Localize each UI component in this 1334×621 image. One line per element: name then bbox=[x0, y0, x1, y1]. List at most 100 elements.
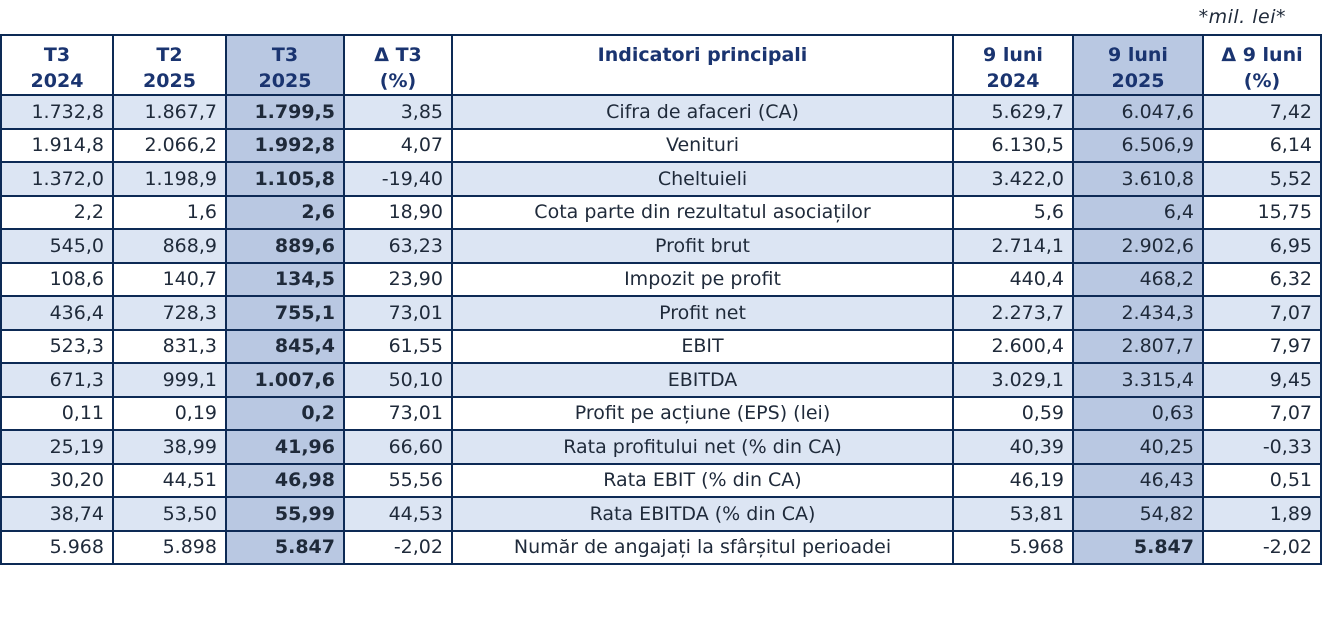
cell-t3-2025: 889,6 bbox=[225, 228, 345, 264]
cell-delta-9m: 5,52 bbox=[1202, 161, 1322, 197]
cell-indicator-name: Cheltuieli bbox=[451, 161, 954, 197]
cell-t3-2024: 2,2 bbox=[0, 194, 114, 230]
table-row: 108,6 140,7 134,5 23,90 Impozit pe profit 440… bbox=[0, 261, 1322, 297]
cell-t2-2025: 868,9 bbox=[112, 228, 227, 264]
cell-9m-2025: 2.807,7 bbox=[1072, 328, 1204, 364]
cell-delta-t3: 50,10 bbox=[343, 362, 453, 398]
cell-t3-2025: 1.007,6 bbox=[225, 362, 345, 398]
cell-t3-2025: 0,2 bbox=[225, 395, 345, 431]
table-row: 545,0 868,9 889,6 63,23 Profit brut 2.714,1 2.… bbox=[0, 228, 1322, 264]
cell-delta-9m: 7,07 bbox=[1202, 395, 1322, 431]
table-row: 38,74 53,50 55,99 44,53 Rata EBITDA (% din C… bbox=[0, 496, 1322, 532]
cell-t3-2025: 845,4 bbox=[225, 328, 345, 364]
cell-indicator-name: Număr de angajați la sfârșitul perioadei bbox=[451, 529, 954, 565]
unit-note: *mil. lei* bbox=[1198, 6, 1286, 28]
table-row: 25,19 38,99 41,96 66,60 Rata profitului net … bbox=[0, 429, 1322, 465]
cell-9m-2025: 2.434,3 bbox=[1072, 295, 1204, 331]
cell-9m-2025: 2.902,6 bbox=[1072, 228, 1204, 264]
cell-t3-2024: 436,4 bbox=[0, 295, 114, 331]
cell-t2-2025: 999,1 bbox=[112, 362, 227, 398]
cell-delta-9m: 1,89 bbox=[1202, 496, 1322, 532]
cell-delta-t3: 55,56 bbox=[343, 462, 453, 498]
cell-9m-2025: 0,63 bbox=[1072, 395, 1204, 431]
cell-9m-2024: 0,59 bbox=[952, 395, 1074, 431]
cell-delta-t3: 23,90 bbox=[343, 261, 453, 297]
cell-t3-2024: 5.968 bbox=[0, 529, 114, 565]
cell-9m-2025: 468,2 bbox=[1072, 261, 1204, 297]
col-header-delta-9m: Δ 9 luni (%) bbox=[1202, 34, 1322, 96]
cell-t2-2025: 1.867,7 bbox=[112, 94, 227, 130]
cell-indicator-name: Profit brut bbox=[451, 228, 954, 264]
cell-delta-9m: 6,95 bbox=[1202, 228, 1322, 264]
cell-9m-2025: 54,82 bbox=[1072, 496, 1204, 532]
cell-t2-2025: 1,6 bbox=[112, 194, 227, 230]
cell-indicator-name: Rata EBIT (% din CA) bbox=[451, 462, 954, 498]
table-row: 671,3 999,1 1.007,6 50,10 EBITDA 3.029,1 3.315… bbox=[0, 362, 1322, 398]
cell-9m-2025: 40,25 bbox=[1072, 429, 1204, 465]
cell-9m-2024: 2.714,1 bbox=[952, 228, 1074, 264]
cell-delta-t3: 73,01 bbox=[343, 295, 453, 331]
table-row: 436,4 728,3 755,1 73,01 Profit net 2.273,7 2.4… bbox=[0, 295, 1322, 331]
table-row: 1.372,0 1.198,9 1.105,8 -19,40 Cheltuieli 3.4… bbox=[0, 161, 1322, 197]
cell-t3-2025: 1.105,8 bbox=[225, 161, 345, 197]
cell-t3-2025: 41,96 bbox=[225, 429, 345, 465]
col-header-9m-2024: 9 luni 2024 bbox=[952, 34, 1074, 96]
cell-t3-2025: 2,6 bbox=[225, 194, 345, 230]
cell-indicator-name: Impozit pe profit bbox=[451, 261, 954, 297]
cell-delta-t3: 73,01 bbox=[343, 395, 453, 431]
cell-t3-2025: 755,1 bbox=[225, 295, 345, 331]
cell-9m-2024: 5,6 bbox=[952, 194, 1074, 230]
table-row: 1.914,8 2.066,2 1.992,8 4,07 Venituri 6.130,5… bbox=[0, 127, 1322, 163]
cell-9m-2025: 6.047,6 bbox=[1072, 94, 1204, 130]
cell-indicator-name: Venituri bbox=[451, 127, 954, 163]
cell-delta-9m: -0,33 bbox=[1202, 429, 1322, 465]
cell-t3-2024: 545,0 bbox=[0, 228, 114, 264]
cell-t3-2025: 55,99 bbox=[225, 496, 345, 532]
cell-delta-t3: 61,55 bbox=[343, 328, 453, 364]
cell-9m-2024: 6.130,5 bbox=[952, 127, 1074, 163]
cell-t3-2024: 25,19 bbox=[0, 429, 114, 465]
cell-9m-2025: 6.506,9 bbox=[1072, 127, 1204, 163]
table-row: 0,11 0,19 0,2 73,01 Profit pe acțiune (EPS) … bbox=[0, 395, 1322, 431]
cell-t2-2025: 53,50 bbox=[112, 496, 227, 532]
cell-t2-2025: 140,7 bbox=[112, 261, 227, 297]
cell-indicator-name: Cota parte din rezultatul asociaților bbox=[451, 194, 954, 230]
cell-t2-2025: 5.898 bbox=[112, 529, 227, 565]
cell-delta-9m: 0,51 bbox=[1202, 462, 1322, 498]
cell-delta-t3: 3,85 bbox=[343, 94, 453, 130]
table-row: 1.732,8 1.867,7 1.799,5 3,85 Cifra de afacer… bbox=[0, 94, 1322, 130]
cell-delta-9m: 7,97 bbox=[1202, 328, 1322, 364]
cell-t3-2024: 1.372,0 bbox=[0, 161, 114, 197]
cell-t3-2025: 5.847 bbox=[225, 529, 345, 565]
cell-t2-2025: 38,99 bbox=[112, 429, 227, 465]
cell-t2-2025: 1.198,9 bbox=[112, 161, 227, 197]
col-header-t2-2025: T2 2025 bbox=[112, 34, 227, 96]
cell-delta-t3: 18,90 bbox=[343, 194, 453, 230]
cell-t3-2024: 1.914,8 bbox=[0, 127, 114, 163]
cell-t3-2025: 1.992,8 bbox=[225, 127, 345, 163]
cell-9m-2024: 53,81 bbox=[952, 496, 1074, 532]
cell-indicator-name: Profit net bbox=[451, 295, 954, 331]
cell-indicator-name: Rata profitului net (% din CA) bbox=[451, 429, 954, 465]
cell-9m-2024: 46,19 bbox=[952, 462, 1074, 498]
cell-delta-9m: -2,02 bbox=[1202, 529, 1322, 565]
cell-t2-2025: 0,19 bbox=[112, 395, 227, 431]
col-header-9m-2025: 9 luni 2025 bbox=[1072, 34, 1204, 96]
cell-t3-2024: 1.732,8 bbox=[0, 94, 114, 130]
cell-delta-t3: -2,02 bbox=[343, 529, 453, 565]
table-row: 2,2 1,6 2,6 18,90 Cota parte din rezultatul … bbox=[0, 194, 1322, 230]
cell-delta-9m: 6,14 bbox=[1202, 127, 1322, 163]
cell-indicator-name: Cifra de afaceri (CA) bbox=[451, 94, 954, 130]
header-row: T3 2024 T2 2025 T3 2025 Δ T3 (%) Indicatori … bbox=[0, 34, 1322, 96]
cell-t3-2025: 134,5 bbox=[225, 261, 345, 297]
col-header-t3-2025: T3 2025 bbox=[225, 34, 345, 96]
table-row: 523,3 831,3 845,4 61,55 EBIT 2.600,4 2.807,7 7,… bbox=[0, 328, 1322, 364]
col-header-t3-2024: T3 2024 bbox=[0, 34, 114, 96]
cell-9m-2025: 5.847 bbox=[1072, 529, 1204, 565]
cell-9m-2024: 3.422,0 bbox=[952, 161, 1074, 197]
cell-t2-2025: 831,3 bbox=[112, 328, 227, 364]
cell-delta-9m: 7,07 bbox=[1202, 295, 1322, 331]
cell-9m-2024: 440,4 bbox=[952, 261, 1074, 297]
cell-9m-2024: 5.629,7 bbox=[952, 94, 1074, 130]
cell-9m-2024: 2.600,4 bbox=[952, 328, 1074, 364]
